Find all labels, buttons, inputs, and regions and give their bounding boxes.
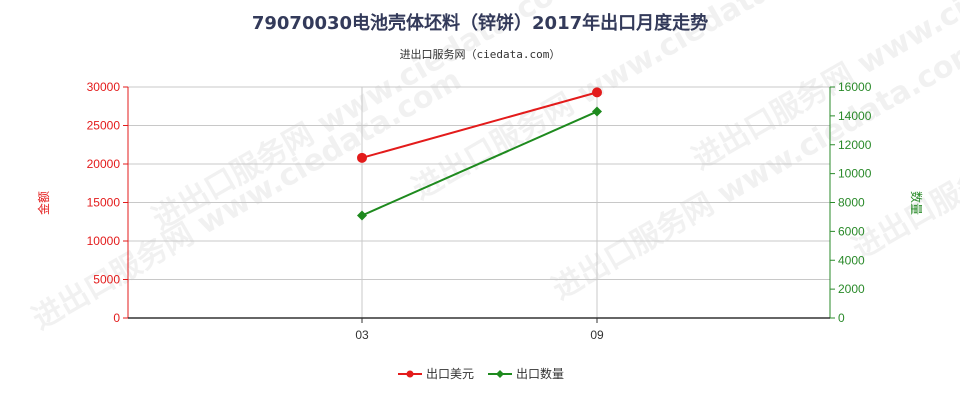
legend-marker [496,370,504,378]
y-tick-label-right: 12000 [838,138,872,152]
legend-label: 出口美元 [426,367,474,381]
series-2 [357,106,602,221]
tick-labels: 0 5000 10000 15000 20000 25000 30000 0 2000 4000 6… [87,80,872,342]
x-tick-label: 03 [355,328,369,342]
series-layer [357,87,602,221]
legend-label: 出口数量 [516,366,564,381]
chart-title: 79070030电池壳体坯料（锌饼）2017年出口月度走势 [252,12,708,34]
legend-marker [406,370,414,378]
y-tick-label-left: 5000 [93,273,120,287]
data-point [357,152,367,163]
y-tick-label-right: 10000 [838,167,872,181]
y-tick-label-left: 30000 [87,80,121,94]
data-point [592,87,602,98]
y-axis-label-left: 金额 [36,191,51,215]
series-line [361,110,598,217]
chart-subtitle: 进出口服务网（ciedata.com） [400,47,561,61]
grid-lines [128,86,830,318]
y-axis-label-right: 数量 [909,191,924,215]
y-tick-label-right: 4000 [838,253,865,267]
y-tick-label-left: 15000 [87,196,121,210]
y-tick-label-right: 14000 [838,109,872,123]
y-tick-label-left: 0 [113,311,120,325]
legend-item: 出口美元 [398,367,474,381]
legend: 出口美元 出口数量 [398,366,564,381]
y-tick-label-right: 6000 [838,224,865,238]
y-tick-label-right: 0 [838,311,845,325]
data-point [357,210,367,221]
data-point [592,106,602,117]
y-tick-label-left: 20000 [87,157,121,171]
y-tick-label-right: 16000 [838,80,872,94]
legend-item: 出口数量 [488,366,564,381]
series-1 [357,87,602,163]
y-tick-label-left: 10000 [87,234,121,248]
y-tick-label-right: 8000 [838,196,865,210]
y-tick-label-right: 2000 [838,282,865,296]
y-tick-label-left: 25000 [87,119,121,133]
x-tick-label: 09 [590,328,604,342]
series-line [361,91,598,159]
